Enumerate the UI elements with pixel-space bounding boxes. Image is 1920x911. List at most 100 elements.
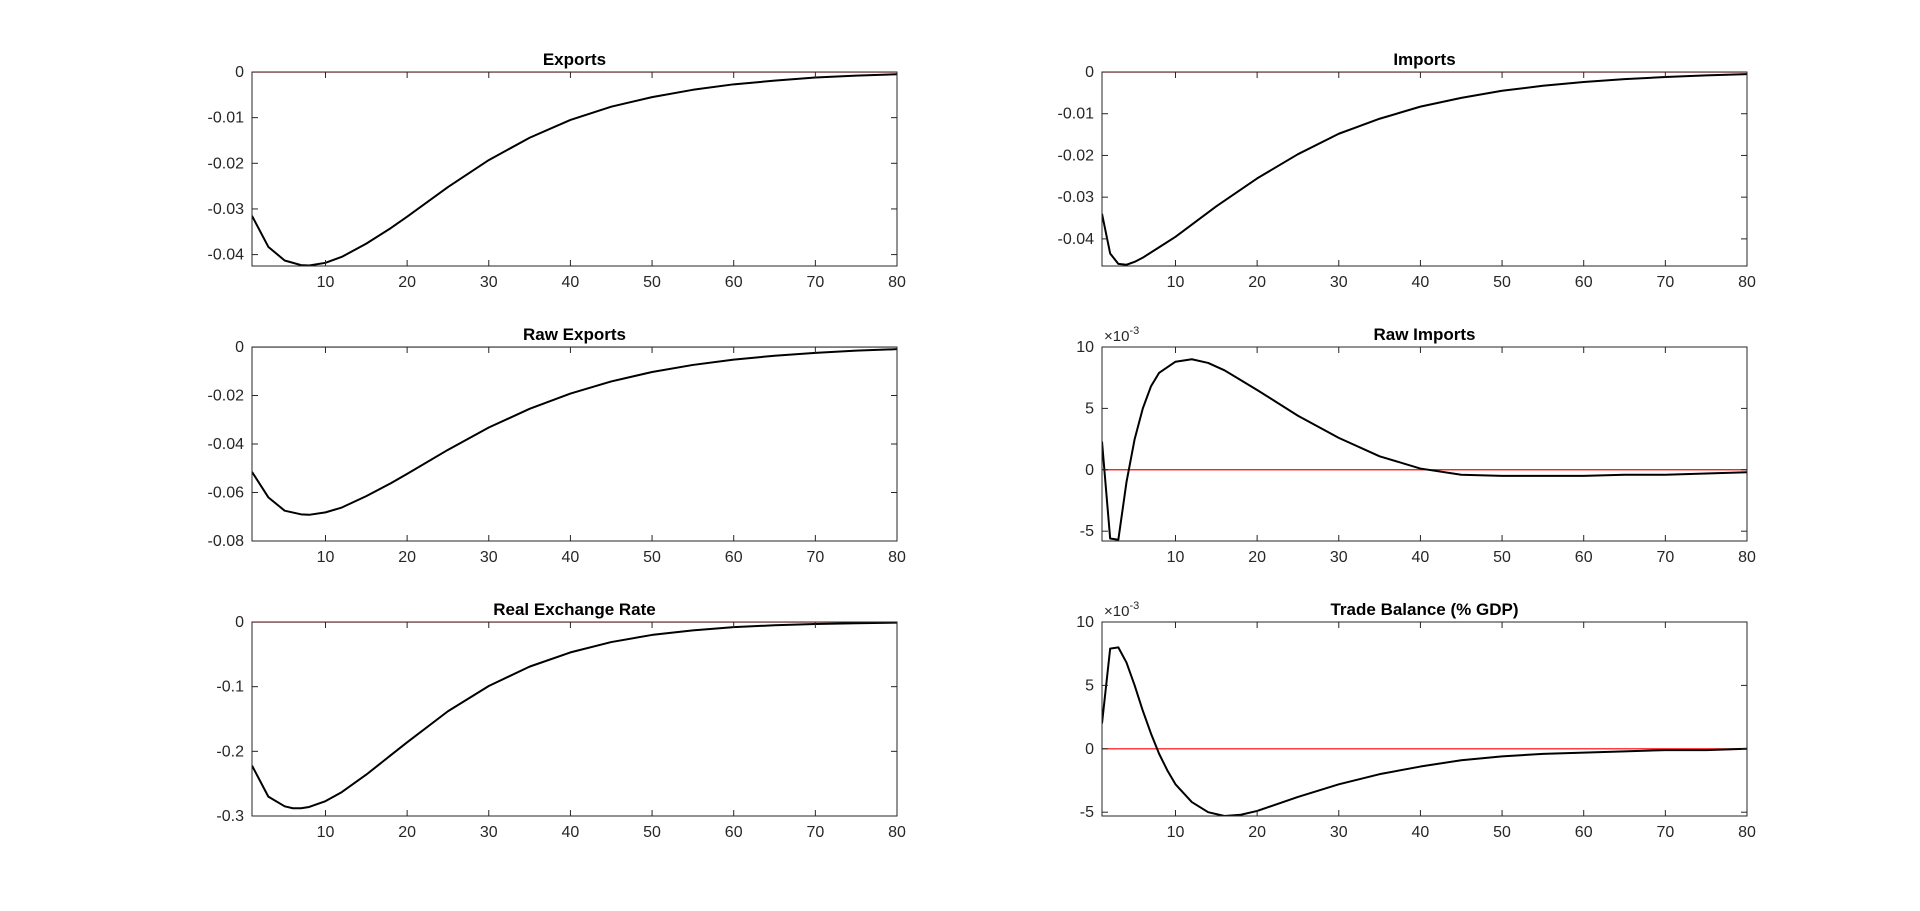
y-tick-label: -0.04	[208, 436, 245, 453]
y-tick-label: 0	[235, 614, 244, 631]
y-tick-label: 0	[235, 64, 244, 81]
series-line	[252, 622, 897, 810]
x-tick-label: 80	[888, 549, 906, 566]
axes-box	[251, 621, 898, 817]
series-line	[252, 348, 897, 516]
x-tick-label: 40	[562, 549, 580, 566]
x-tick-label: 60	[725, 549, 743, 566]
y-tick-label: -0.04	[1058, 231, 1095, 248]
y-tick-label: 5	[1085, 400, 1094, 417]
x-tick-label: 70	[1656, 824, 1674, 841]
x-tick-label: 60	[1575, 274, 1593, 291]
y-tick-label: -0.1	[216, 679, 244, 696]
axes-layer: 10 20 30 40 50 60 70 800-0.01-0.02-0.03-0.04Exp…	[208, 50, 1756, 841]
x-tick-label: 70	[806, 274, 824, 291]
x-tick-label: 20	[1248, 274, 1266, 291]
y-tick-label: -0.02	[1058, 147, 1095, 164]
x-tick-label: 60	[1575, 824, 1593, 841]
y-tick-label: -0.03	[208, 201, 245, 218]
x-tick-label: 30	[1330, 274, 1348, 291]
subplot-4: 10 20 30 40 50 60 70 80 0 -0.1 -0.2 -0.3 Real Exchan…	[216, 600, 906, 841]
chart-title: Raw Imports	[1373, 325, 1475, 344]
axes-box	[1101, 71, 1748, 267]
x-tick-label: 60	[725, 824, 743, 841]
x-tick-label: 80	[1738, 274, 1756, 291]
x-tick-label: 40	[562, 824, 580, 841]
x-tick-label: 50	[1493, 549, 1511, 566]
x-tick-label: 60	[725, 274, 743, 291]
y-tick-label: -0.2	[216, 743, 244, 760]
series-line	[1102, 73, 1747, 266]
x-tick-label: 70	[806, 824, 824, 841]
chart-title: Real Exchange Rate	[493, 600, 656, 619]
y-tick-label: -5	[1080, 804, 1094, 821]
x-tick-label: 20	[1248, 824, 1266, 841]
x-tick-label: 80	[888, 274, 906, 291]
x-tick-label: 20	[398, 549, 416, 566]
x-tick-label: 80	[888, 824, 906, 841]
x-tick-label: 10	[1167, 274, 1185, 291]
x-tick-label: 30	[480, 549, 498, 566]
x-tick-label: 50	[643, 274, 661, 291]
y-tick-label: -0.04	[208, 247, 245, 264]
y-tick-label: 5	[1085, 677, 1094, 694]
y-tick-label: -0.3	[216, 808, 244, 825]
axes-box	[251, 71, 898, 267]
x-tick-label: 40	[1412, 274, 1430, 291]
y-tick-label: 0	[235, 339, 244, 356]
subplot-2: 10 20 30 40 50 60 70 80 0 -0.02 -0.04 -0.06 -0.08 Raw…	[208, 325, 906, 566]
axes-box	[1101, 621, 1748, 817]
x-tick-label: 70	[806, 549, 824, 566]
x-tick-label: 40	[1412, 824, 1430, 841]
x-tick-label: 20	[398, 274, 416, 291]
y-tick-label: 10	[1076, 339, 1094, 356]
y-tick-label: -0.08	[208, 533, 245, 550]
chart-title: Imports	[1393, 50, 1455, 69]
x-tick-label: 50	[643, 549, 661, 566]
x-tick-label: 60	[1575, 549, 1593, 566]
x-tick-label: 20	[1248, 549, 1266, 566]
series-line	[252, 73, 897, 266]
x-tick-label: 50	[643, 824, 661, 841]
x-tick-label: 50	[1493, 824, 1511, 841]
y-tick-label: -0.06	[208, 485, 245, 502]
subplot-1: 10 20 30 40 50 60 70 80 0 -0.01 -0.02 -0.03 -0.04 Imp…	[1058, 50, 1756, 291]
axes-box	[1101, 346, 1748, 542]
x-tick-label: 10	[317, 824, 335, 841]
y-tick-label: -0.01	[208, 110, 245, 127]
chart-title: Exports	[543, 50, 606, 69]
y-tick-label: -5	[1080, 523, 1094, 540]
series-line	[1102, 358, 1747, 541]
series-line	[1102, 646, 1747, 816]
x-tick-label: 10	[317, 549, 335, 566]
x-tick-label: 20	[398, 824, 416, 841]
x-tick-label: 40	[1412, 549, 1430, 566]
x-tick-label: 30	[480, 274, 498, 291]
x-tick-label: 80	[1738, 824, 1756, 841]
x-tick-label: 10	[317, 274, 335, 291]
x-tick-label: 10	[1167, 824, 1185, 841]
x-tick-label: 80	[1738, 549, 1756, 566]
y-tick-label: -0.02	[208, 155, 245, 172]
y-tick-label: -0.03	[1058, 189, 1095, 206]
x-tick-label: 30	[1330, 549, 1348, 566]
chart-title: Raw Exports	[523, 325, 626, 344]
x-tick-label: 70	[1656, 549, 1674, 566]
y-tick-label: 10	[1076, 614, 1094, 631]
y-tick-label: 0	[1085, 64, 1094, 81]
chart-title: Trade Balance (% GDP)	[1330, 600, 1518, 619]
y-tick-label: -0.01	[1058, 106, 1095, 123]
x-tick-label: 40	[562, 274, 580, 291]
x-tick-label: 10	[1167, 549, 1185, 566]
x-tick-label: 30	[480, 824, 498, 841]
subplot-0: 10 20 30 40 50 60 70 80 0 -0.01 -0.02 -0.03 -0.04 Exp…	[208, 50, 906, 291]
x-tick-label: 70	[1656, 274, 1674, 291]
x-tick-label: 50	[1493, 274, 1511, 291]
x-tick-label: 30	[1330, 824, 1348, 841]
y-tick-label: 0	[1085, 741, 1094, 758]
y-tick-label: 0	[1085, 462, 1094, 479]
